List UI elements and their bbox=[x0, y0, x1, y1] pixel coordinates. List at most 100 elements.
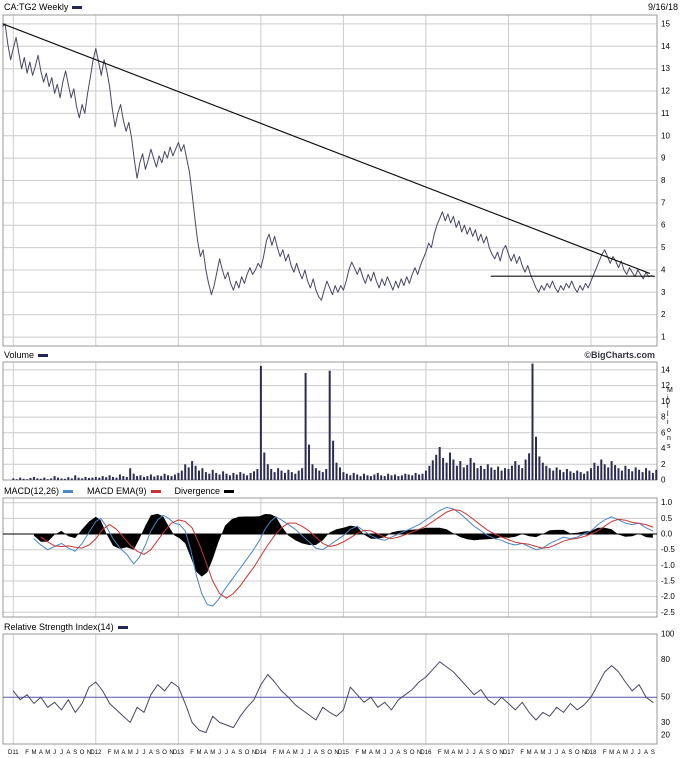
svg-text:7: 7 bbox=[661, 198, 666, 207]
svg-text:S: S bbox=[73, 750, 77, 756]
svg-text:J: J bbox=[390, 750, 393, 756]
svg-text:J: J bbox=[473, 750, 476, 756]
svg-text:M: M bbox=[196, 750, 201, 756]
svg-text:F: F bbox=[355, 750, 359, 756]
svg-text:D18: D18 bbox=[585, 750, 597, 756]
macd-legend-group: MACD(12,26) bbox=[4, 486, 74, 496]
svg-text:A: A bbox=[231, 750, 235, 756]
svg-text:-1.0: -1.0 bbox=[661, 561, 675, 570]
svg-text:l: l bbox=[667, 403, 669, 410]
svg-text:-2.0: -2.0 bbox=[661, 592, 675, 601]
symbol-label: CA:TG2 Weekly bbox=[4, 2, 69, 12]
svg-text:O: O bbox=[245, 750, 250, 756]
svg-text:0.0: 0.0 bbox=[661, 530, 673, 539]
svg-text:A: A bbox=[286, 750, 290, 756]
svg-text:A: A bbox=[644, 750, 648, 756]
svg-text:N: N bbox=[334, 750, 338, 756]
svg-text:A: A bbox=[616, 750, 620, 756]
svg-text:M: M bbox=[444, 750, 449, 756]
svg-text:J: J bbox=[225, 750, 228, 756]
svg-text:S: S bbox=[568, 750, 572, 756]
divergence-legend-dash-icon bbox=[224, 489, 235, 493]
svg-text:J: J bbox=[142, 750, 145, 756]
svg-text:A: A bbox=[534, 750, 538, 756]
svg-text:M: M bbox=[458, 750, 463, 756]
svg-text:D11: D11 bbox=[8, 750, 19, 756]
svg-text:M: M bbox=[375, 750, 380, 756]
svg-text:1.0: 1.0 bbox=[661, 498, 673, 507]
svg-text:J: J bbox=[638, 750, 641, 756]
svg-text:14: 14 bbox=[661, 42, 670, 51]
svg-text:M: M bbox=[667, 387, 673, 394]
svg-text:S: S bbox=[651, 750, 655, 756]
svg-text:A: A bbox=[204, 750, 208, 756]
svg-text:A: A bbox=[66, 750, 70, 756]
svg-text:F: F bbox=[25, 750, 29, 756]
svg-text:S: S bbox=[403, 750, 407, 756]
svg-text:F: F bbox=[190, 750, 194, 756]
svg-text:J: J bbox=[308, 750, 311, 756]
svg-text:J: J bbox=[383, 750, 386, 756]
macd-ema-label: MACD EMA(9) bbox=[87, 486, 147, 496]
divergence-label: Divergence bbox=[174, 486, 221, 496]
svg-text:6: 6 bbox=[661, 221, 666, 230]
svg-text:A: A bbox=[39, 750, 43, 756]
svg-text:100: 100 bbox=[661, 630, 675, 639]
svg-text:M: M bbox=[31, 750, 36, 756]
svg-text:D16: D16 bbox=[420, 750, 432, 756]
svg-text:N: N bbox=[582, 750, 586, 756]
svg-text:D12: D12 bbox=[90, 750, 102, 756]
svg-text:30: 30 bbox=[661, 718, 670, 727]
macd-label: MACD(12,26) bbox=[4, 486, 60, 496]
svg-text:0: 0 bbox=[661, 476, 666, 485]
svg-text:M: M bbox=[623, 750, 628, 756]
svg-text:80: 80 bbox=[661, 655, 670, 664]
rsi-panel-header: Relative Strength Index(14) bbox=[4, 622, 128, 632]
price-legend-dash-icon bbox=[72, 5, 83, 9]
copyright-label: ©BigCharts.com bbox=[584, 350, 655, 360]
svg-text:8: 8 bbox=[661, 413, 666, 422]
svg-text:A: A bbox=[314, 750, 318, 756]
svg-text:J: J bbox=[218, 750, 221, 756]
svg-text:12: 12 bbox=[661, 87, 670, 96]
svg-text:15: 15 bbox=[661, 19, 670, 28]
svg-text:J: J bbox=[301, 750, 304, 756]
date-label: 9/16/18 bbox=[647, 2, 678, 12]
svg-text:J: J bbox=[53, 750, 56, 756]
svg-text:11: 11 bbox=[661, 109, 670, 118]
svg-text:F: F bbox=[520, 750, 524, 756]
svg-text:13: 13 bbox=[661, 64, 670, 73]
svg-text:J: J bbox=[466, 750, 469, 756]
svg-text:N: N bbox=[169, 750, 173, 756]
svg-text:A: A bbox=[121, 750, 125, 756]
macd-panel-header: MACD(12,26) MACD EMA(9) Divergence bbox=[4, 486, 244, 496]
svg-text:J: J bbox=[631, 750, 634, 756]
svg-text:O: O bbox=[410, 750, 415, 756]
svg-text:J: J bbox=[60, 750, 63, 756]
svg-text:3: 3 bbox=[661, 288, 666, 297]
volume-legend-dash-icon bbox=[38, 353, 49, 357]
svg-text:M: M bbox=[527, 750, 532, 756]
svg-text:A: A bbox=[149, 750, 153, 756]
svg-text:4: 4 bbox=[661, 444, 666, 453]
svg-text:A: A bbox=[396, 750, 400, 756]
svg-text:S: S bbox=[238, 750, 242, 756]
svg-text:F: F bbox=[438, 750, 442, 756]
svg-text:l: l bbox=[667, 411, 669, 418]
svg-text:N: N bbox=[499, 750, 503, 756]
svg-text:-2.5: -2.5 bbox=[661, 608, 675, 617]
svg-text:M: M bbox=[210, 750, 215, 756]
svg-text:O: O bbox=[575, 750, 580, 756]
svg-text:M: M bbox=[279, 750, 284, 756]
svg-text:A: A bbox=[479, 750, 483, 756]
volume-label: Volume bbox=[4, 350, 35, 360]
svg-text:12: 12 bbox=[661, 381, 670, 390]
svg-text:M: M bbox=[362, 750, 367, 756]
svg-text:O: O bbox=[162, 750, 167, 756]
svg-text:D17: D17 bbox=[503, 750, 515, 756]
macd-ema-legend-group: MACD EMA(9) bbox=[87, 486, 161, 496]
svg-text:O: O bbox=[327, 750, 332, 756]
svg-text:D14: D14 bbox=[255, 750, 267, 756]
svg-text:S: S bbox=[156, 750, 160, 756]
